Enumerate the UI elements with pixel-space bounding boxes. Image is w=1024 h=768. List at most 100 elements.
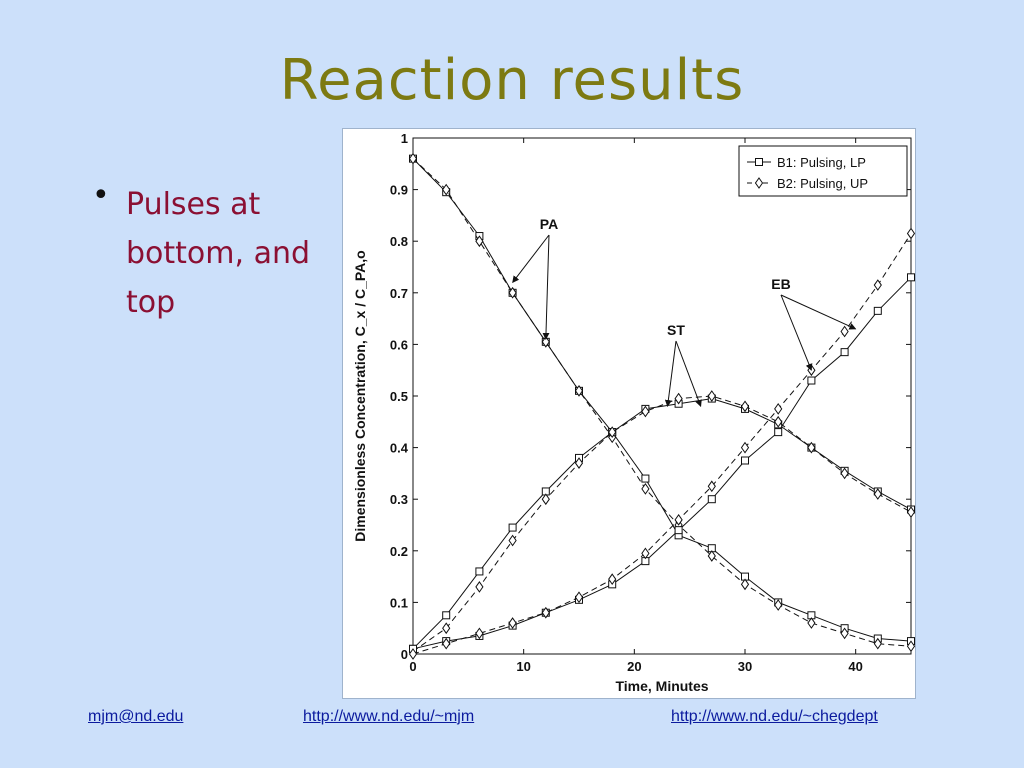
data-point-square xyxy=(508,523,517,532)
data-point-diamond xyxy=(641,405,650,418)
data-point-diamond xyxy=(574,384,584,397)
data-point-square xyxy=(707,495,716,504)
data-point-diamond xyxy=(508,286,517,299)
data-point-diamond xyxy=(408,152,418,165)
y-tick-label: 0.4 xyxy=(390,441,409,456)
y-tick-label: 0.5 xyxy=(390,389,408,404)
data-point-diamond xyxy=(508,617,517,629)
data-point-diamond xyxy=(641,483,650,495)
data-point-square xyxy=(840,348,849,357)
annotation-st: ST xyxy=(667,322,685,338)
data-point-diamond xyxy=(408,648,418,660)
plot-area-frame xyxy=(412,137,912,655)
chart-image: 0 10 20 30 40 0 0.1 0.2 0.3 0.4 0.5 0.6 0.7 0.8 0.9 1 Ti… xyxy=(342,128,916,699)
x-tick-label: 40 xyxy=(848,659,862,674)
y-tick-label: 0.1 xyxy=(390,595,408,610)
series-line-eb-b1 xyxy=(412,276,912,650)
legend-label: B2: Pulsing, UP xyxy=(777,176,868,191)
bullet-marker: • xyxy=(92,178,110,213)
y-axis-label: Dimensionless Concentration, C_x / C_PA,… xyxy=(352,250,368,541)
data-point-diamond xyxy=(873,488,882,500)
data-point-diamond xyxy=(873,637,882,650)
slide-title: Reaction results xyxy=(279,48,745,113)
data-point-diamond xyxy=(475,627,484,640)
data-point-diamond xyxy=(608,573,617,586)
legend-marker-diamond xyxy=(754,177,764,189)
bullet-item: • Pulses at bottom, and top xyxy=(88,178,316,327)
data-point-diamond xyxy=(475,235,484,248)
data-point-diamond xyxy=(807,617,816,629)
data-point-diamond xyxy=(608,426,617,438)
series-line-eb-b2 xyxy=(412,233,912,655)
data-point-diamond xyxy=(774,599,783,611)
series-line-st-b1 xyxy=(412,398,912,650)
data-point-diamond xyxy=(774,415,783,428)
legend-label: B1: Pulsing, LP xyxy=(777,155,866,170)
data-point-diamond xyxy=(674,392,683,405)
bullet-text: Pulses at bottom, and top xyxy=(126,187,311,320)
annotation-arrow xyxy=(542,234,550,340)
data-point-square xyxy=(442,611,451,620)
y-tick-label: 0.7 xyxy=(390,286,408,301)
x-tick-label: 30 xyxy=(738,659,752,674)
data-point-diamond xyxy=(840,467,849,480)
data-point-square xyxy=(807,376,816,385)
data-point-square xyxy=(873,306,882,315)
annotation-arrow xyxy=(664,340,677,408)
department-link[interactable]: http://www.nd.edu/~chegdept xyxy=(671,708,878,725)
data-point-diamond xyxy=(906,506,916,518)
data-point-diamond xyxy=(906,640,916,653)
data-point-diamond xyxy=(641,547,650,560)
footer: mjm@nd.edu http://www.nd.edu/~mjm http:/… xyxy=(88,708,933,732)
data-point-diamond xyxy=(774,403,783,415)
data-point-diamond xyxy=(807,441,816,454)
data-point-diamond xyxy=(442,622,451,635)
x-tick-label: 0 xyxy=(409,659,416,674)
data-point-diamond xyxy=(740,578,750,591)
data-point-diamond xyxy=(807,364,816,377)
x-tick-label: 20 xyxy=(627,659,641,674)
y-tick-label: 0.2 xyxy=(390,544,408,559)
y-tick-label: 0.3 xyxy=(390,492,408,507)
reaction-chart: 0 10 20 30 40 0 0.1 0.2 0.3 0.4 0.5 0.6 0.7 0.8 0.9 1 Ti… xyxy=(352,131,916,694)
email-link[interactable]: mjm@nd.edu xyxy=(88,708,184,725)
legend-marker-square xyxy=(755,158,763,166)
data-point-diamond xyxy=(574,457,584,469)
data-point-diamond xyxy=(873,279,882,291)
y-tick-label: 0.6 xyxy=(390,337,408,352)
data-point-diamond xyxy=(508,534,517,547)
data-point-diamond xyxy=(707,550,716,562)
annotation-arrow xyxy=(780,294,813,371)
data-point-diamond xyxy=(541,606,550,619)
data-point-diamond xyxy=(906,227,916,240)
x-tick-label: 10 xyxy=(516,659,530,674)
y-tick-label: 0.9 xyxy=(390,183,408,198)
annotation-eb: EB xyxy=(771,276,790,292)
series-line-pa-b2 xyxy=(412,158,912,647)
annotation-arrow xyxy=(780,294,857,330)
series-line-st-b2 xyxy=(412,395,912,652)
homepage-link[interactable]: http://www.nd.edu/~mjm xyxy=(303,708,475,725)
data-point-square xyxy=(741,456,749,465)
data-point-diamond xyxy=(442,637,451,650)
data-point-diamond xyxy=(475,581,484,593)
annotation-arrow xyxy=(675,340,702,407)
y-tick-label: 1 xyxy=(401,131,408,146)
data-point-diamond xyxy=(674,513,683,526)
data-point-diamond xyxy=(442,183,451,196)
x-axis-label: Time, Minutes xyxy=(615,678,708,694)
data-point-diamond xyxy=(707,390,716,402)
series-line-pa-b1 xyxy=(412,158,912,642)
data-point-diamond xyxy=(541,493,550,506)
data-point-square xyxy=(475,567,484,576)
data-point-diamond xyxy=(840,325,849,338)
annotation-arrow xyxy=(512,234,550,284)
data-point-diamond xyxy=(740,441,750,454)
data-point-square xyxy=(641,474,650,483)
data-point-diamond xyxy=(707,480,716,493)
data-point-diamond xyxy=(740,400,750,413)
data-point-square xyxy=(674,526,683,535)
y-tick-label: 0.8 xyxy=(390,234,408,249)
data-point-square xyxy=(774,428,783,437)
annotation-pa: PA xyxy=(540,216,558,232)
